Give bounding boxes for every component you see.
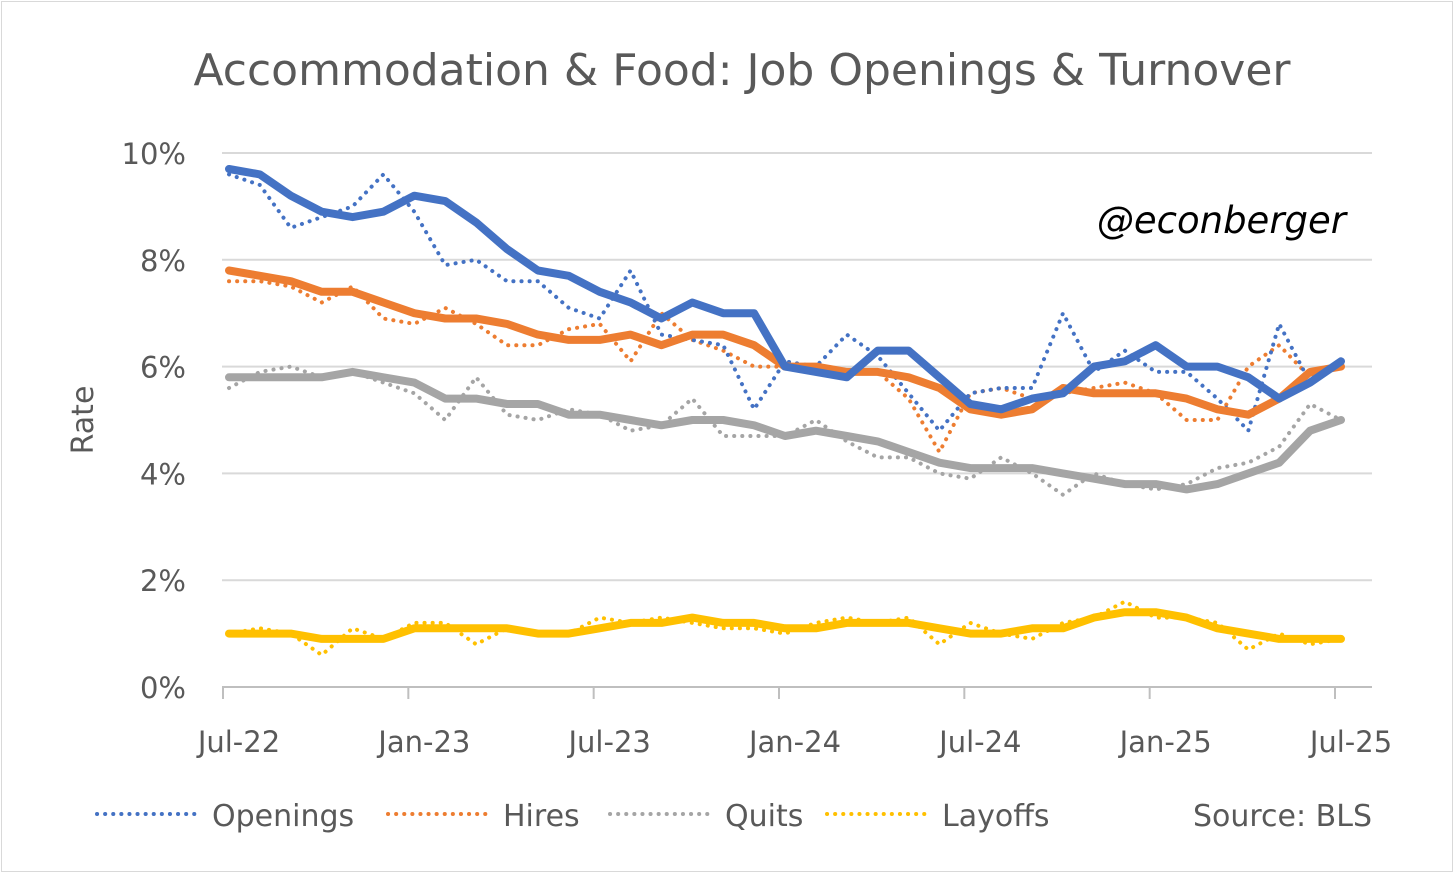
x-tick-labels: Jul-22 Jan-23 Jul-23 Jan-24 Jul-24 Jan-25 Jul-…	[196, 725, 1392, 759]
x-axis	[222, 686, 1372, 699]
x-tick-label: Jul-22	[196, 725, 280, 759]
y-tick-label: 10%	[122, 137, 186, 171]
series-line-openings-monthly	[227, 172, 1343, 433]
series-line-layoffs-average	[225, 608, 1345, 643]
series-line-quits-average	[225, 367, 1345, 494]
series-line-hires-average	[225, 266, 1345, 419]
legend-label-quits: Quits	[725, 799, 803, 834]
series-line-openings-average	[225, 165, 1345, 414]
y-axis-label: Rate	[66, 386, 101, 455]
source-note: Source: BLS	[1193, 799, 1372, 834]
y-tick-labels: 0% 2% 4% 6% 8% 10%	[122, 137, 186, 705]
x-tick-label: Jul-25	[1308, 725, 1392, 759]
legend-label-openings: Openings	[212, 799, 354, 834]
x-tick-label: Jul-24	[937, 725, 1021, 759]
y-tick-label: 0%	[140, 671, 186, 705]
y-tick-label: 2%	[140, 564, 186, 598]
y-tick-label: 4%	[140, 457, 186, 491]
x-tick-label: Jan-24	[747, 725, 841, 759]
chart-title: Accommodation & Food: Job Openings & Tur…	[193, 45, 1291, 96]
series-line-quits-monthly	[227, 364, 1343, 497]
watermark-text: @econberger	[1097, 199, 1349, 242]
legend-label-hires: Hires	[503, 799, 580, 834]
y-tick-label: 8%	[140, 244, 186, 278]
y-tick-label: 6%	[140, 351, 186, 385]
legend: Openings Hires Quits Layoffs	[95, 799, 1050, 834]
series-layer	[225, 165, 1345, 657]
x-tick-label: Jan-23	[376, 725, 470, 759]
x-tick-label: Jan-25	[1118, 725, 1212, 759]
legend-label-layoffs: Layoffs	[942, 799, 1050, 834]
x-tick-label: Jul-23	[566, 725, 650, 759]
